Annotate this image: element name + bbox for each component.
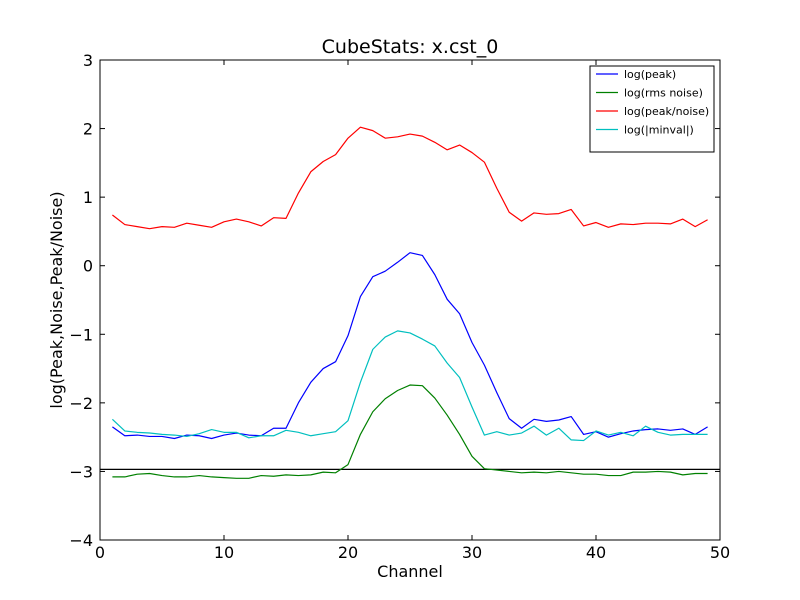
x-tick-label: 30: [462, 543, 482, 562]
chart-title: CubeStats: x.cst_0: [322, 36, 499, 58]
y-tick-label: 2: [83, 120, 93, 139]
series-line-log-minval: [111, 330, 708, 442]
y-tick-label: −2: [69, 394, 93, 413]
series-line-log-peak: [112, 252, 708, 440]
x-tick-label: 10: [214, 543, 234, 562]
y-tick-label: −3: [69, 462, 93, 481]
x-tick-label: 20: [338, 543, 358, 562]
x-axis-label: Channel: [377, 562, 443, 581]
axes-frame: [99, 59, 721, 541]
y-tick-label: 1: [83, 188, 93, 207]
y-tick-label: 3: [83, 51, 93, 70]
y-tick-label: −4: [69, 531, 93, 550]
x-tick-label: 0: [95, 543, 105, 562]
y-axis-label: log(Peak,Noise,Peak/Noise): [47, 191, 66, 408]
series-line-log-peak-noise: [112, 126, 708, 230]
legend-box: [589, 65, 715, 153]
x-tick-label: 50: [710, 543, 730, 562]
y-tick-label: −1: [69, 325, 93, 344]
legend-entry-label: log(|minval|): [624, 124, 694, 137]
series-line-log-rms-noise: [112, 384, 708, 479]
legend-entry-label: log(peak/noise): [624, 105, 709, 118]
legend-entry-label: log(rms noise): [624, 87, 703, 100]
y-tick-label: 0: [83, 257, 93, 276]
x-tick-label: 40: [586, 543, 606, 562]
legend-entry-label: log(peak): [624, 68, 676, 81]
